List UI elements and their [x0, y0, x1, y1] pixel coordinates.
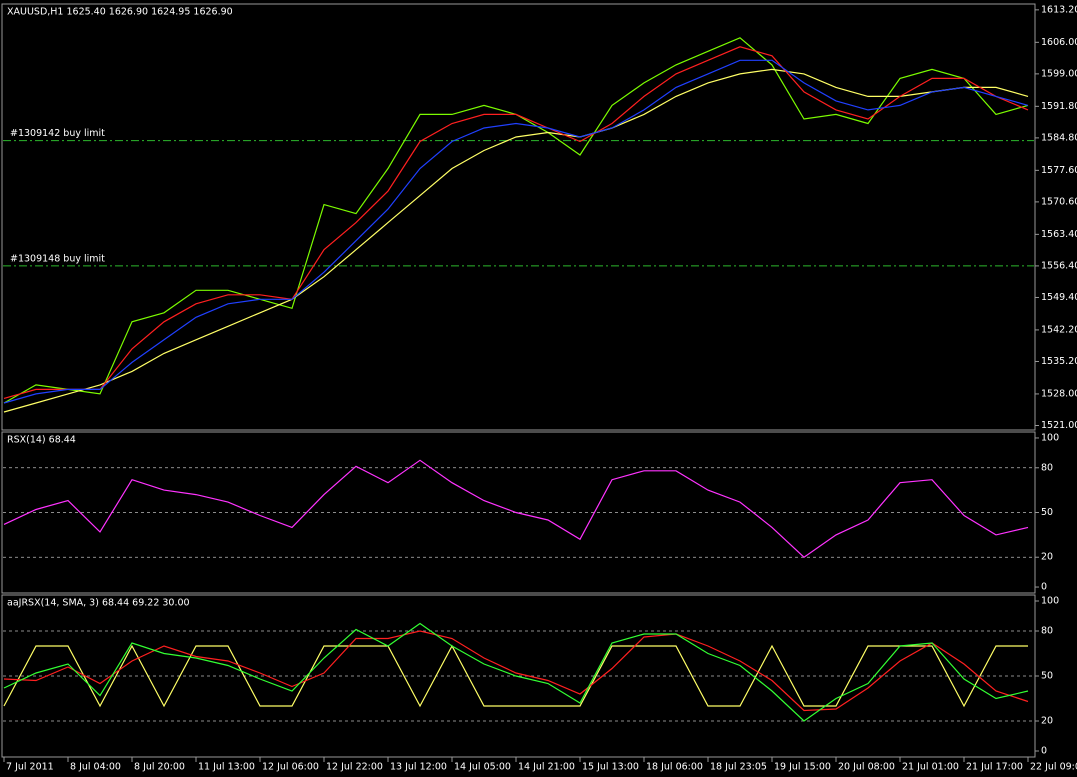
y-tick-label: 0 — [1041, 582, 1047, 593]
series-line — [3, 644, 1028, 708]
x-tick-label: 14 Jul 05:00 — [454, 762, 511, 773]
y-tick-label: 80 — [1041, 462, 1053, 473]
series-line — [3, 46, 1029, 399]
panel-title: RSX(14) 68.44 — [7, 435, 76, 446]
y-tick-label: 100 — [1041, 596, 1059, 607]
y-tick-label: 1542.20 — [1041, 324, 1077, 335]
series-line — [3, 630, 1029, 712]
x-tick-label: 13 Jul 12:00 — [390, 762, 447, 773]
y-tick-label: 100 — [1041, 432, 1059, 443]
y-tick-label: 1599.00 — [1041, 68, 1077, 79]
y-tick-label: 80 — [1041, 626, 1053, 637]
y-tick-label: 1613.20 — [1041, 4, 1077, 15]
panel-title: aaJRSX(14, SMA, 3) 68.44 69.22 30.00 — [7, 598, 190, 609]
y-tick-label: 20 — [1041, 552, 1053, 563]
x-tick-label: 19 Jul 15:00 — [774, 762, 831, 773]
y-tick-label: 1606.00 — [1041, 37, 1077, 48]
x-tick-label: 18 Jul 23:05 — [710, 762, 767, 773]
y-tick-label: 1528.00 — [1041, 388, 1077, 399]
x-tick-label: 11 Jul 13:00 — [198, 762, 255, 773]
order-label: #1309148 buy limit — [10, 253, 105, 264]
series-line — [3, 59, 1029, 404]
series-line — [3, 68, 1029, 413]
series-line — [3, 622, 1029, 722]
y-tick-label: 1556.40 — [1041, 260, 1077, 271]
x-tick-label: 20 Jul 08:00 — [838, 762, 895, 773]
x-tick-label: 8 Jul 04:00 — [70, 762, 121, 773]
y-tick-label: 1591.80 — [1041, 101, 1077, 112]
y-tick-label: 50 — [1041, 671, 1053, 682]
x-tick-label: 21 Jul 01:00 — [902, 762, 959, 773]
x-tick-label: 18 Jul 06:00 — [646, 762, 703, 773]
x-tick-label: 21 Jul 17:00 — [966, 762, 1023, 773]
y-tick-label: 20 — [1041, 716, 1053, 727]
y-tick-label: 50 — [1041, 507, 1053, 518]
y-tick-label: 1584.80 — [1041, 132, 1077, 143]
x-tick-label: 7 Jul 2011 — [6, 762, 54, 773]
panel-frame — [1, 3, 1036, 431]
x-tick-label: 15 Jul 13:00 — [582, 762, 639, 773]
x-tick-label: 12 Jul 22:00 — [326, 762, 383, 773]
series-line — [3, 459, 1029, 558]
y-tick-label: 1521.00 — [1041, 420, 1077, 431]
y-tick-label: 1563.40 — [1041, 229, 1077, 240]
y-tick-label: 1570.60 — [1041, 196, 1077, 207]
y-tick-label: 1577.60 — [1041, 165, 1077, 176]
y-tick-label: 1549.40 — [1041, 292, 1077, 303]
x-tick-label: 8 Jul 20:00 — [134, 762, 185, 773]
x-tick-label: 22 Jul 09:00 — [1030, 762, 1077, 773]
panel-title: XAUUSD,H1 1625.40 1626.90 1624.95 1626.9… — [7, 7, 233, 18]
x-tick-label: 14 Jul 21:00 — [518, 762, 575, 773]
y-tick-label: 0 — [1041, 746, 1047, 757]
order-label: #1309142 buy limit — [10, 128, 105, 139]
y-tick-label: 1535.20 — [1041, 356, 1077, 367]
x-tick-label: 12 Jul 06:00 — [262, 762, 319, 773]
